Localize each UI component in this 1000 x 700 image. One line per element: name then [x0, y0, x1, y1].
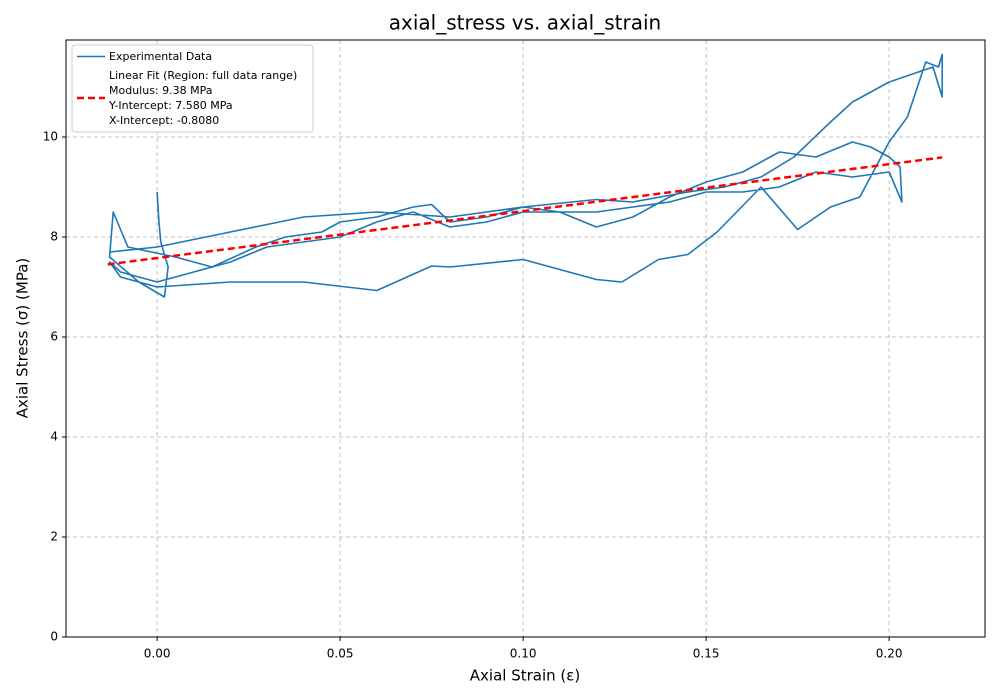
x-tick-label: 0.05 [327, 647, 354, 661]
y-tick-label: 6 [50, 330, 58, 344]
x-tick-label: 0.10 [510, 647, 537, 661]
plot-frame [65, 39, 986, 638]
y-axis-label: Axial Stress (σ) (MPa) [14, 258, 32, 419]
legend-label: Experimental Data [109, 50, 213, 63]
y-tick-label: 0 [50, 630, 58, 644]
x-tick-label: 0.00 [144, 647, 171, 661]
y-tick-label: 2 [50, 530, 58, 544]
x-axis-label: Axial Strain (ε) [470, 667, 580, 685]
legend-label: Linear Fit (Region: full data range) Mod… [109, 69, 298, 127]
series-line [107, 156, 943, 266]
x-tick-label: 0.20 [876, 647, 903, 661]
series-line [108, 53, 943, 298]
y-tick-label: 8 [50, 230, 58, 244]
y-tick-label: 10 [43, 130, 58, 144]
legend-box [71, 44, 314, 133]
y-tick-label: 4 [50, 430, 58, 444]
chart-title: axial_stress vs. axial_strain [389, 11, 661, 35]
x-tick-label: 0.15 [693, 647, 720, 661]
